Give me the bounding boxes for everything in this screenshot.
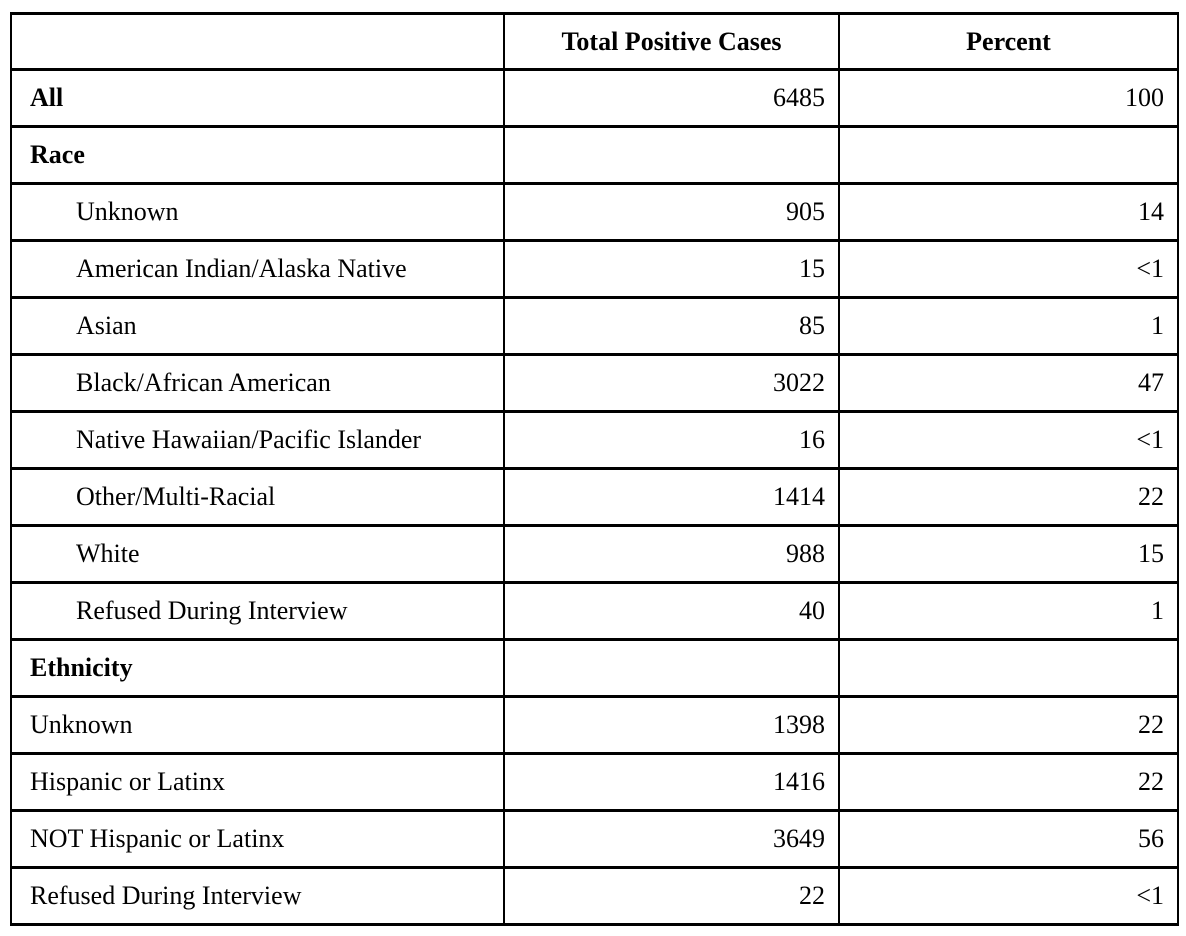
row-label: Black/African American [10,353,505,413]
row-percent: 1 [838,581,1179,641]
row-label: Refused During Interview [10,581,505,641]
row-percent: <1 [838,410,1179,470]
table-row-ethnicity-not-hispanic-or-latinx: NOT Hispanic or Latinx 3649 56 [10,809,1179,869]
table-row-race-refused-during-interview: Refused During Interview 40 1 [10,581,1179,641]
header-category-blank [10,12,505,71]
row-label: NOT Hispanic or Latinx [10,809,505,869]
table-row-race-unknown: Unknown 905 14 [10,182,1179,242]
row-percent: 22 [838,695,1179,755]
header-row: Total Positive Cases Percent [10,12,1179,71]
row-cases: 85 [503,296,840,356]
row-cases: 1414 [503,467,840,527]
row-label: Ethnicity [10,638,505,698]
table-row-race-section: Race [10,125,1179,185]
row-label: Hispanic or Latinx [10,752,505,812]
row-cases: 905 [503,182,840,242]
row-percent: 14 [838,182,1179,242]
table-row-race-asian: Asian 85 1 [10,296,1179,356]
table-row-ethnicity-unknown: Unknown 1398 22 [10,695,1179,755]
header-total-positive-cases: Total Positive Cases [503,12,840,71]
row-label: Asian [10,296,505,356]
row-cases: 1398 [503,695,840,755]
row-label: Unknown [10,695,505,755]
row-percent: <1 [838,866,1179,926]
table-row-race-american-indian-alaska-native: American Indian/Alaska Native 15 <1 [10,239,1179,299]
table-row-race-native-hawaiian-pacific-islander: Native Hawaiian/Pacific Islander 16 <1 [10,410,1179,470]
row-label: Native Hawaiian/Pacific Islander [10,410,505,470]
row-cases: 40 [503,581,840,641]
row-label: Unknown [10,182,505,242]
row-percent: <1 [838,239,1179,299]
row-cases: 988 [503,524,840,584]
header-percent: Percent [838,12,1179,71]
row-label: American Indian/Alaska Native [10,239,505,299]
row-cases [503,125,840,185]
document-page: Total Positive Cases Percent All 6485 10… [10,12,1179,926]
row-percent: 100 [838,68,1179,128]
table-row-all: All 6485 100 [10,68,1179,128]
row-cases [503,638,840,698]
row-percent: 47 [838,353,1179,413]
row-cases: 16 [503,410,840,470]
row-label: Refused During Interview [10,866,505,926]
row-cases: 3022 [503,353,840,413]
row-cases: 6485 [503,68,840,128]
row-label: White [10,524,505,584]
table-row-race-black-african-american: Black/African American 3022 47 [10,353,1179,413]
table-row-ethnicity-section: Ethnicity [10,638,1179,698]
row-label: All [10,68,505,128]
row-label: Race [10,125,505,185]
row-cases: 15 [503,239,840,299]
table-row-ethnicity-refused-during-interview: Refused During Interview 22 <1 [10,866,1179,926]
row-cases: 22 [503,866,840,926]
row-percent: 56 [838,809,1179,869]
row-percent: 22 [838,752,1179,812]
table-row-race-other-multi-racial: Other/Multi-Racial 1414 22 [10,467,1179,527]
table-row-ethnicity-hispanic-or-latinx: Hispanic or Latinx 1416 22 [10,752,1179,812]
row-label: Other/Multi-Racial [10,467,505,527]
row-cases: 1416 [503,752,840,812]
row-cases: 3649 [503,809,840,869]
table-row-race-white: White 988 15 [10,524,1179,584]
row-percent: 15 [838,524,1179,584]
row-percent [838,638,1179,698]
row-percent: 1 [838,296,1179,356]
positive-cases-by-race-ethnicity-table: Total Positive Cases Percent All 6485 10… [10,12,1179,926]
row-percent [838,125,1179,185]
row-percent: 22 [838,467,1179,527]
